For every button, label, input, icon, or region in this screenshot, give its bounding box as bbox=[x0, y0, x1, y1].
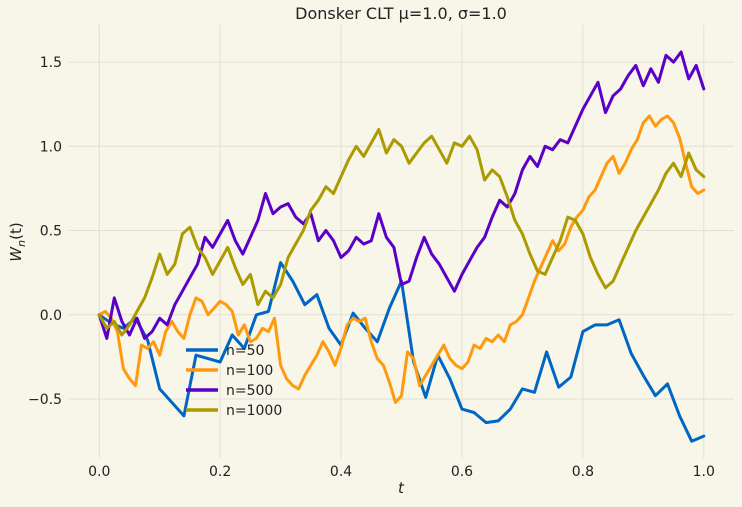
y-axis-label-rest: (t) bbox=[7, 222, 25, 240]
legend: n=50 n=100 n=500 n=1000 bbox=[186, 343, 282, 419]
legend-label: n=500 bbox=[226, 383, 273, 399]
y-axis-label-sub: n bbox=[15, 240, 28, 247]
y-tick-label: 1.5 bbox=[40, 55, 62, 71]
x-tick-label: 0.2 bbox=[209, 464, 231, 480]
x-tick-label: 0.6 bbox=[451, 464, 473, 480]
legend-label: n=100 bbox=[226, 363, 273, 379]
x-axis-label: t bbox=[398, 479, 405, 497]
y-tick-label: −0.5 bbox=[28, 392, 62, 408]
x-tick-label: 1.0 bbox=[693, 464, 715, 480]
x-tick-label: 0.4 bbox=[330, 464, 352, 480]
legend-label: n=50 bbox=[226, 343, 264, 359]
y-axis-label: Wn(t) bbox=[7, 222, 28, 261]
y-axis-ticks: −0.5 0.0 0.5 1.0 1.5 bbox=[28, 55, 62, 408]
legend-label: n=1000 bbox=[226, 403, 282, 419]
x-axis-ticks: 0.0 0.2 0.4 0.6 0.8 1.0 bbox=[88, 464, 715, 480]
chart-title: Donsker CLT μ=1.0, σ=1.0 bbox=[295, 4, 507, 23]
y-tick-label: 0.5 bbox=[40, 224, 62, 240]
y-tick-label: 1.0 bbox=[40, 139, 62, 155]
series-line-n-1000 bbox=[97, 128, 706, 337]
x-tick-label: 0.0 bbox=[88, 464, 110, 480]
series-line-n-100 bbox=[97, 114, 706, 404]
y-axis-label-base: W bbox=[7, 246, 25, 262]
x-tick-label: 0.8 bbox=[572, 464, 594, 480]
series-line-n-500 bbox=[97, 50, 706, 340]
y-tick-label: 0.0 bbox=[40, 308, 62, 324]
series-layer bbox=[97, 50, 706, 443]
